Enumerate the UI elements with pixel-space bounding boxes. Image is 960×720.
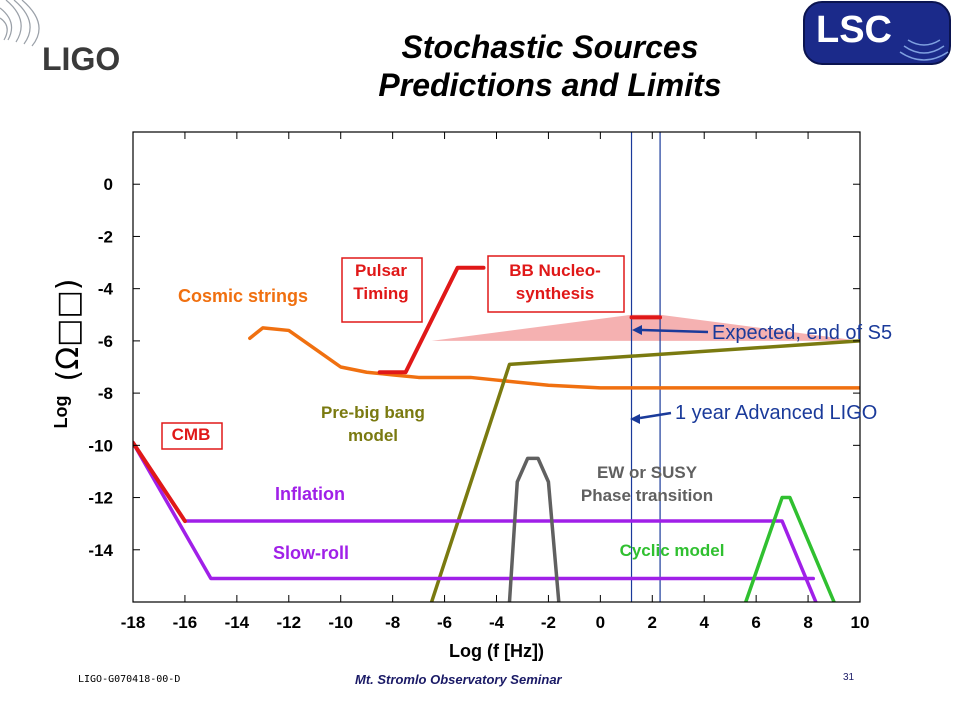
y-tick-label: -6 [98, 332, 113, 351]
ligo-logo-arcs [0, 0, 40, 47]
x-tick-label: -16 [173, 613, 198, 632]
x-tick-label: -2 [541, 613, 556, 632]
annotation-pulsar-timing-line: Pulsar [355, 261, 407, 280]
annotation-inflation-line: Inflation [275, 484, 345, 504]
y-tick-label: 0 [104, 175, 113, 194]
annotation-pre-big-bang-model-line: Pre-big bang [321, 403, 425, 422]
annotation-pulsar-timing-line: Timing [353, 284, 408, 303]
lsc-logo-text: LSC [816, 9, 892, 51]
x-tick-label: 6 [751, 613, 760, 632]
limit-line-cmb [133, 440, 187, 524]
annotation-expected-end-of-s5: Expected, end of S5 [712, 322, 892, 344]
y-tick-label: -2 [98, 227, 113, 246]
series-line-slow-roll [133, 440, 816, 581]
x-tick-label: 2 [648, 613, 657, 632]
y-tick-label: -14 [88, 541, 113, 560]
annotation-pulsar-timing-box [341, 257, 423, 323]
arrow-expected-s5-head [632, 325, 642, 335]
y-axis-symbol: (Ω□□) [51, 278, 86, 381]
y-axis-label: Log [51, 396, 71, 429]
annotation-cosmic-strings-line: Cosmic strings [178, 286, 308, 306]
annotation-cyclic-model-line: Cyclic model [620, 541, 725, 560]
y-tick-label: -12 [88, 489, 113, 508]
ligo-logo-text: LIGO [42, 41, 120, 77]
ticks-layer: -18 -16 -14 -12 -10 -8 -6 -4 -2 0 2 4 6 8 10 0 -2 -4 -6 -8 -… [88, 132, 869, 632]
annotation-bb-nucleo-synthesis-box [487, 255, 625, 313]
annotations-layer: Log (f [Hz]) Log (Ω□□) Cosmic strings Pulsar… [51, 255, 892, 661]
bands-layer [431, 314, 860, 341]
x-tick-label: -18 [121, 613, 146, 632]
plot-frame [132, 131, 861, 603]
lsc-logo-badge [803, 1, 951, 65]
arrow-advanced-ligo-head [630, 414, 640, 424]
x-tick-label: -8 [385, 613, 400, 632]
footer-venue: Mt. Stromlo Observatory Seminar [355, 672, 562, 687]
annotation-pre-big-bang-model: Pre-big bang model [321, 403, 425, 445]
footer-document-id: LIGO-G070418-00-D [78, 674, 181, 685]
x-tick-label: 4 [699, 613, 709, 632]
limits-layer [133, 265, 663, 524]
lsc-logo-waves [899, 39, 949, 61]
annotation-slow-roll-line: Slow-roll [273, 543, 349, 563]
x-tick-label: -6 [437, 613, 452, 632]
series-layer [133, 326, 860, 602]
series-line-cyclic-model [744, 495, 836, 602]
annotation-inflation: Inflation [275, 484, 345, 504]
limit-line-pulsar-timing [377, 265, 486, 375]
annotation-pulsar-timing: Pulsar Timing [353, 261, 408, 303]
annotation-ew-or-susy-phase-transition-line: Phase transition [581, 486, 713, 505]
footer-page-number: 31 [843, 672, 855, 683]
y-tick-label: -4 [98, 280, 114, 299]
x-tick-label: -10 [328, 613, 353, 632]
annotation-ew-or-susy-phase-transition: EW or SUSY Phase transition [581, 463, 713, 505]
y-tick-label: -8 [98, 384, 113, 403]
annotation-1-year-advanced-ligo: 1 year Advanced LIGO [675, 402, 877, 424]
x-tick-label: -12 [276, 613, 301, 632]
axes-layer [132, 131, 861, 603]
annotation-1-year-advanced-ligo-line: 1 year Advanced LIGO [675, 402, 877, 424]
annotation-bb-nucleo-synthesis-line: BB Nucleo- [509, 261, 601, 280]
annotation-cmb-line: CMB [172, 425, 211, 444]
slide-title-line-2: Predictions and Limits [378, 67, 722, 103]
series-line-ew-or-susy-phase-transition [507, 456, 561, 602]
arrow-expected-s5-shaft [641, 328, 709, 334]
y-tick-label: -10 [88, 436, 113, 455]
annotation-cmb-box [161, 422, 223, 450]
arrow-advanced-ligo-shaft [639, 411, 672, 420]
annotation-bb-nucleo-synthesis: BB Nucleo-synthesis [509, 261, 601, 303]
x-tick-label: 10 [851, 613, 870, 632]
annotation-slow-roll: Slow-roll [273, 543, 349, 563]
vertical-lines-layer [630, 132, 661, 602]
series-line-cosmic-strings [248, 326, 860, 390]
x-tick-label: -4 [489, 613, 505, 632]
ligo-logo: LIGO [0, 0, 120, 77]
lsc-logo: LSC [803, 1, 951, 65]
x-axis-label: Log (f [Hz]) [449, 641, 544, 661]
annotation-cosmic-strings: Cosmic strings [178, 286, 308, 306]
band-expected-end-of-s5 [431, 314, 860, 341]
annotation-ew-or-susy-phase-transition-line: EW or SUSY [597, 463, 698, 482]
x-tick-label: -14 [225, 613, 250, 632]
annotation-cmb: CMB [172, 425, 211, 444]
annotation-cyclic-model: Cyclic model [620, 541, 725, 560]
slide-title-line-1: Stochastic Sources [401, 29, 699, 65]
x-tick-label: 0 [596, 613, 605, 632]
annotation-pre-big-bang-model-line: model [348, 426, 398, 445]
annotation-expected-end-of-s5-line: Expected, end of S5 [712, 322, 892, 344]
annotation-bb-nucleo-synthesis-line: synthesis [516, 284, 594, 303]
x-tick-label: 8 [803, 613, 812, 632]
slide-title: Stochastic Sources Predictions and Limit… [250, 28, 850, 104]
